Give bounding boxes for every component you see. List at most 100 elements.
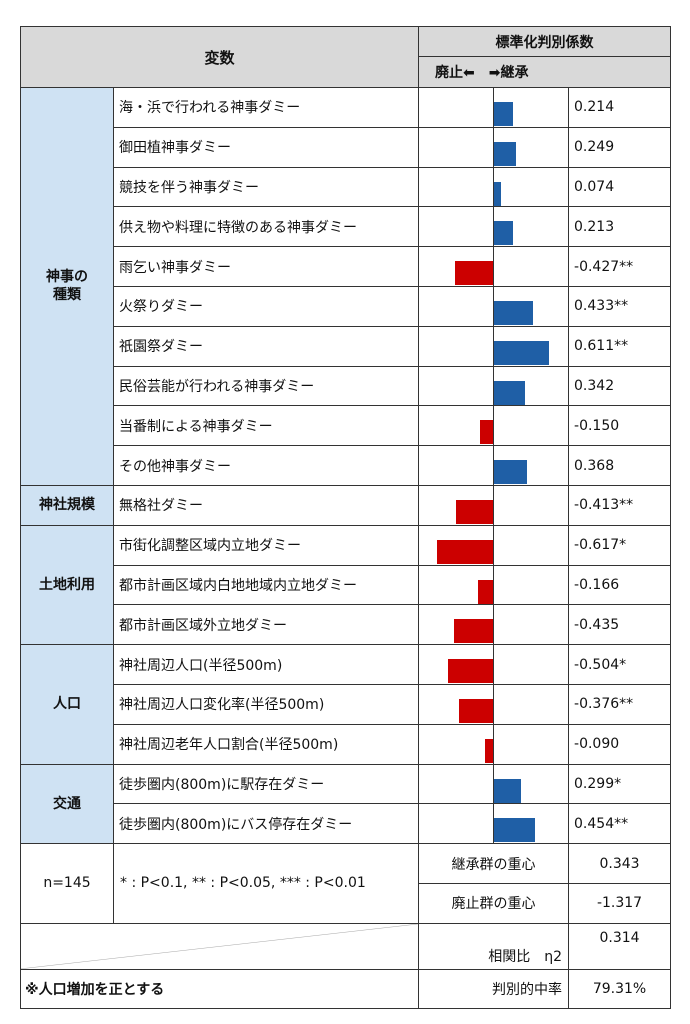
- variable-label: 市街化調整区域内立地ダミー: [112, 524, 420, 566]
- zero-axis: [493, 127, 495, 167]
- coefficient-value: 0.611**: [568, 325, 672, 367]
- table-row: 人口 神社周辺人口(半径500m) -0.504*: [20, 644, 672, 765]
- bar-cell: [418, 206, 570, 248]
- coefficient-value: 0.213: [568, 206, 672, 248]
- variable-label: 神社周辺人口(半径500m): [112, 644, 420, 685]
- table-row: 神事の 種類 海・浜で行われる神事ダミー 0.214: [20, 87, 672, 486]
- zero-axis: [493, 525, 495, 565]
- zero-axis: [493, 88, 495, 127]
- bar-cell: [418, 524, 570, 566]
- zero-axis: [493, 645, 495, 684]
- coefficient-value: 0.433**: [568, 285, 672, 327]
- zero-axis: [493, 286, 495, 326]
- positive-bar: [494, 141, 517, 166]
- significance-legend: * : P<0.1, ** : P<0.05, *** : P<0.01: [112, 843, 420, 924]
- negative-bar: [453, 619, 493, 644]
- table-row: 徒歩圏内(800m)にバス停存在ダミー 0.454**: [21, 803, 672, 845]
- coefficient-value: 0.454**: [568, 803, 672, 845]
- group-label: 人口: [20, 644, 114, 765]
- bar-cell: [418, 87, 570, 128]
- coefficient-value: -0.435: [568, 604, 672, 646]
- zero-axis: [493, 207, 495, 247]
- table-row: 火祭りダミー 0.433**: [21, 285, 672, 327]
- positive-bar: [494, 340, 549, 365]
- coefficient-value: -0.413**: [568, 484, 672, 526]
- variable-label: 神社周辺人口変化率(半径500m): [112, 683, 420, 725]
- positive-bar: [494, 181, 501, 206]
- variable-label: 神社周辺老年人口割合(半径500m): [112, 723, 420, 765]
- variable-label: 民俗芸能が行われる神事ダミー: [112, 365, 420, 407]
- bar-cell: [418, 365, 570, 407]
- coefficient-value: -0.090: [568, 723, 672, 765]
- hit-rate-label: 判別的中率: [418, 968, 570, 1010]
- coef-header: 標準化判別係数: [418, 26, 672, 57]
- bar-cell: [418, 564, 570, 606]
- table-row: 供え物や料理に特徴のある神事ダミー 0.213: [21, 206, 672, 248]
- zero-axis: [493, 605, 495, 645]
- group-label: 神事の 種類: [20, 87, 114, 486]
- abolition-centroid-label: 廃止群の重心: [418, 882, 570, 924]
- table-row: 御田植神事ダミー 0.249: [21, 126, 672, 168]
- table-row: 当番制による神事ダミー -0.150: [21, 405, 672, 447]
- variable-label: その他神事ダミー: [112, 445, 420, 486]
- table-row: その他神事ダミー 0.368: [21, 445, 672, 486]
- coefficient-value: -0.150: [568, 405, 672, 447]
- zero-axis: [493, 804, 495, 844]
- variable-label: 都市計画区域外立地ダミー: [112, 604, 420, 646]
- table-row: 神社周辺老年人口割合(半径500m) -0.090: [21, 723, 672, 765]
- coefficient-value: 0.368: [568, 445, 672, 486]
- variable-label: 海・浜で行われる神事ダミー: [112, 87, 420, 128]
- table-row: 交通 徒歩圏内(800m)に駅存在ダミー 0.299*: [20, 763, 672, 845]
- bar-cell: [418, 166, 570, 208]
- bar-cell: [418, 484, 570, 526]
- bar-cell: [418, 683, 570, 725]
- abolition-centroid-value: -1.317: [568, 882, 672, 924]
- coefficient-value: 0.342: [568, 365, 672, 407]
- table-row: 都市計画区域外立地ダミー -0.435: [21, 604, 672, 646]
- variable-label: 火祭りダミー: [112, 285, 420, 327]
- positive-bar: [494, 380, 525, 405]
- variable-label: 徒歩圏内(800m)にバス停存在ダミー: [112, 803, 420, 845]
- negative-bar: [454, 261, 493, 286]
- bar-cell: [418, 325, 570, 367]
- bar-cell: [418, 604, 570, 646]
- table-row: 競技を伴う神事ダミー 0.074: [21, 166, 672, 208]
- succession-centroid-label: 継承群の重心: [418, 843, 570, 884]
- bar-cell: [418, 763, 570, 805]
- variable-label: 御田植神事ダミー: [112, 126, 420, 168]
- negative-bar: [484, 738, 493, 763]
- coefficient-value: -0.617*: [568, 524, 672, 566]
- group-label: 交通: [20, 763, 114, 845]
- negative-bar: [459, 698, 493, 723]
- variable-label: 徒歩圏内(800m)に駅存在ダミー: [112, 763, 420, 805]
- table-row: 神社規模 無格社ダミー -0.413**: [20, 484, 672, 526]
- variable-label: 都市計画区域内白地地域内立地ダミー: [112, 564, 420, 606]
- positive-bar: [494, 460, 528, 485]
- variable-label: 雨乞い神事ダミー: [112, 246, 420, 287]
- negative-bar: [437, 539, 493, 564]
- zero-axis: [493, 247, 495, 286]
- zero-axis: [493, 406, 495, 446]
- bar-cell: [418, 285, 570, 327]
- bar-cell: [418, 126, 570, 168]
- zero-axis: [493, 764, 495, 804]
- eta-value: 0.314: [568, 922, 672, 970]
- bar-cell: [418, 723, 570, 765]
- group-label: 神社規模: [20, 484, 114, 526]
- positive-bar: [494, 818, 535, 843]
- negative-bar: [447, 659, 493, 684]
- coefficient-value: 0.214: [568, 87, 672, 128]
- variable-label: 当番制による神事ダミー: [112, 405, 420, 447]
- coefficient-value: 0.249: [568, 126, 672, 168]
- coefficient-value: 0.074: [568, 166, 672, 208]
- variable-label: 供え物や料理に特徴のある神事ダミー: [112, 206, 420, 248]
- discriminant-table: 変数 標準化判別係数 廃止⬅ ➡継承 神事の 種類 海・浜で行われる神事ダミー 0.…: [19, 26, 672, 1010]
- table-row: 神社周辺人口変化率(半径500m) -0.376**: [21, 683, 672, 725]
- positive-bar: [494, 300, 533, 325]
- coefficient-value: -0.376**: [568, 683, 672, 725]
- variable-label: 祇園祭ダミー: [112, 325, 420, 367]
- negative-bar: [455, 499, 493, 524]
- coefficient-value: 0.299*: [568, 763, 672, 805]
- bar-cell: [418, 644, 570, 685]
- bar-cell: [418, 445, 570, 486]
